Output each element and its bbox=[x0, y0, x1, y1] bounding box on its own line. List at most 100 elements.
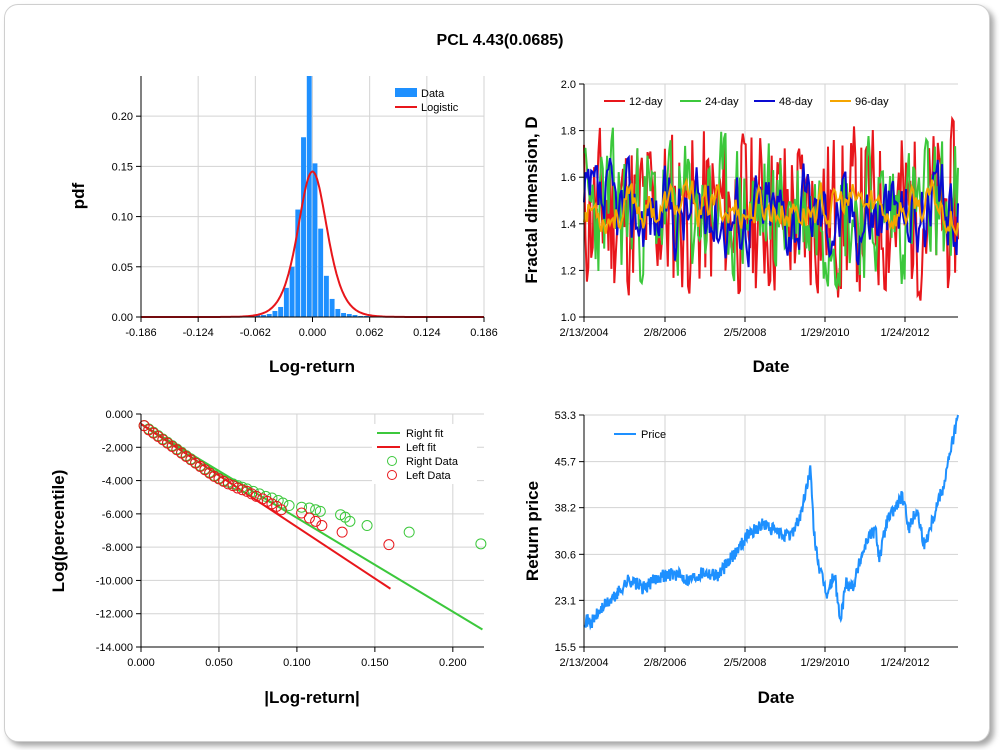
fractal-y-tick-label: 1.8 bbox=[561, 126, 576, 138]
tail-x-tick-label: 0.050 bbox=[205, 657, 233, 669]
price-line bbox=[583, 414, 959, 631]
fractal-y-tick-label: 1.2 bbox=[561, 265, 576, 277]
legend-label-right-data: Right Data bbox=[406, 456, 459, 468]
histogram-legend: Data Logistic bbox=[395, 88, 459, 114]
legend-label-data: Data bbox=[421, 88, 445, 100]
histogram-x-tick-label: 0.124 bbox=[413, 327, 441, 339]
price-y-tick-label: 45.7 bbox=[555, 457, 576, 469]
tail-x-axis-label: |Log-return| bbox=[264, 688, 359, 707]
price-x-axis-label: Date bbox=[758, 688, 795, 707]
left-data-point bbox=[316, 520, 328, 532]
fractal-y-tick-label: 1.0 bbox=[561, 312, 576, 324]
legend-label-logistic: Logistic bbox=[421, 102, 459, 114]
histogram-x-tick-label: -0.124 bbox=[183, 327, 214, 339]
histogram-bar bbox=[283, 287, 289, 317]
histogram-bar bbox=[266, 313, 272, 317]
left-data-point bbox=[310, 515, 322, 527]
right-data-point bbox=[277, 497, 289, 509]
legend-label-price: Price bbox=[641, 429, 666, 441]
left-data-point bbox=[383, 539, 395, 551]
fractal-x-tick-label: 1/24/2012 bbox=[881, 327, 930, 339]
fractal-x-axis-label: Date bbox=[753, 357, 790, 376]
right-data-point bbox=[361, 520, 373, 532]
left-data-point bbox=[336, 526, 348, 538]
histogram-x-tick-label: -0.062 bbox=[240, 327, 271, 339]
histogram-bar bbox=[323, 275, 329, 317]
price-x-tick-label: 2/13/2004 bbox=[560, 657, 609, 669]
histogram-y-tick-label: 0.05 bbox=[112, 262, 133, 274]
legend-label-96-day: 96-day bbox=[855, 96, 889, 108]
histogram-bars bbox=[249, 76, 381, 317]
histogram-bar bbox=[341, 312, 346, 317]
legend-swatch-left-data bbox=[387, 470, 397, 480]
tail-y-tick-label: -2.000 bbox=[102, 442, 133, 454]
price-y-tick-label: 38.2 bbox=[555, 503, 576, 515]
histogram-y-tick-label: 0.00 bbox=[112, 312, 133, 324]
histogram-x-tick-label: -0.186 bbox=[125, 327, 156, 339]
right-data-point bbox=[475, 538, 487, 550]
legend-label-12-day: 12-day bbox=[629, 96, 663, 108]
fractal-legend: 12-day 24-day 48-day 96-day bbox=[604, 96, 889, 108]
tail-legend: Right fit Left fit Right Data Left Data bbox=[372, 424, 477, 484]
fractal-x-tick-label: 2/5/2008 bbox=[724, 327, 767, 339]
price-y-tick-label: 15.5 bbox=[555, 642, 576, 654]
histogram-y-tick-label: 0.15 bbox=[112, 161, 133, 173]
legend-label-right-fit: Right fit bbox=[406, 428, 443, 440]
legend-swatch-data bbox=[395, 88, 417, 97]
fractal-y-axis-label: Fractal dimension, D bbox=[522, 116, 541, 283]
histogram-bar bbox=[278, 306, 284, 317]
tail-y-tick-label: -14.000 bbox=[96, 642, 133, 654]
histogram-y-tick-label: 0.10 bbox=[112, 212, 133, 224]
fractal-y-tick-label: 1.6 bbox=[561, 172, 576, 184]
legend-label-48-day: 48-day bbox=[779, 96, 813, 108]
left-data-point bbox=[222, 478, 234, 490]
price-x-tick-label: 2/8/2006 bbox=[644, 657, 687, 669]
histogram-bar bbox=[346, 313, 352, 317]
tail-y-tick-label: -6.000 bbox=[102, 509, 133, 521]
histogram-axes: -0.186 -0.124 -0.062 0.000 0.062 0.124 0.186 0.… bbox=[112, 76, 498, 339]
right-data-point bbox=[314, 505, 326, 517]
fractal-x-tick-label: 2/8/2006 bbox=[644, 327, 687, 339]
right-data-point bbox=[260, 490, 272, 502]
left-data-point bbox=[250, 490, 262, 502]
tail-y-tick-label: 0.000 bbox=[105, 409, 133, 421]
fractal-axes: 2/13/2004 2/8/2006 2/5/2008 1/29/2010 1/24/2… bbox=[560, 79, 958, 339]
tail-x-tick-label: 0.100 bbox=[283, 657, 311, 669]
fractal-series-96-day bbox=[583, 177, 959, 238]
histogram-bar bbox=[363, 315, 369, 317]
tail-y-tick-label: -8.000 bbox=[102, 542, 133, 554]
price-y-tick-label: 23.1 bbox=[555, 595, 576, 607]
left-data-point bbox=[296, 507, 308, 519]
tail-x-tick-label: 0.150 bbox=[361, 657, 389, 669]
left-data-point bbox=[303, 512, 315, 524]
tail-x-tick-label: 0.000 bbox=[127, 657, 155, 669]
price-x-tick-label: 2/5/2008 bbox=[724, 657, 767, 669]
histogram-bar bbox=[318, 228, 324, 317]
price-y-tick-label: 30.6 bbox=[555, 549, 576, 561]
fractal-y-tick-label: 1.4 bbox=[561, 219, 576, 231]
tail-y-tick-label: -12.000 bbox=[96, 609, 133, 621]
histogram-bar bbox=[272, 310, 278, 317]
histogram-bar bbox=[301, 137, 306, 317]
histogram-y-axis-label: pdf bbox=[69, 182, 88, 209]
histogram-bar bbox=[312, 163, 318, 317]
histogram-x-tick-label: 0.186 bbox=[470, 327, 498, 339]
tail-x-tick-label: 0.200 bbox=[439, 657, 467, 669]
fractal-y-tick-label: 2.0 bbox=[561, 79, 576, 91]
tail-y-tick-label: -10.000 bbox=[96, 575, 133, 587]
price-y-tick-label: 53.3 bbox=[555, 410, 576, 422]
histogram-bar bbox=[329, 298, 335, 317]
fractal-x-tick-label: 1/29/2010 bbox=[801, 327, 850, 339]
price-x-tick-label: 1/29/2010 bbox=[801, 657, 850, 669]
right-data-point bbox=[310, 504, 322, 516]
fractal-x-tick-label: 2/13/2004 bbox=[560, 327, 609, 339]
histogram-bar bbox=[289, 266, 295, 317]
left-data-point bbox=[236, 484, 248, 496]
price-x-tick-label: 1/24/2012 bbox=[881, 657, 930, 669]
histogram-bar bbox=[255, 314, 261, 317]
histogram-x-axis-label: Log-return bbox=[269, 357, 355, 376]
